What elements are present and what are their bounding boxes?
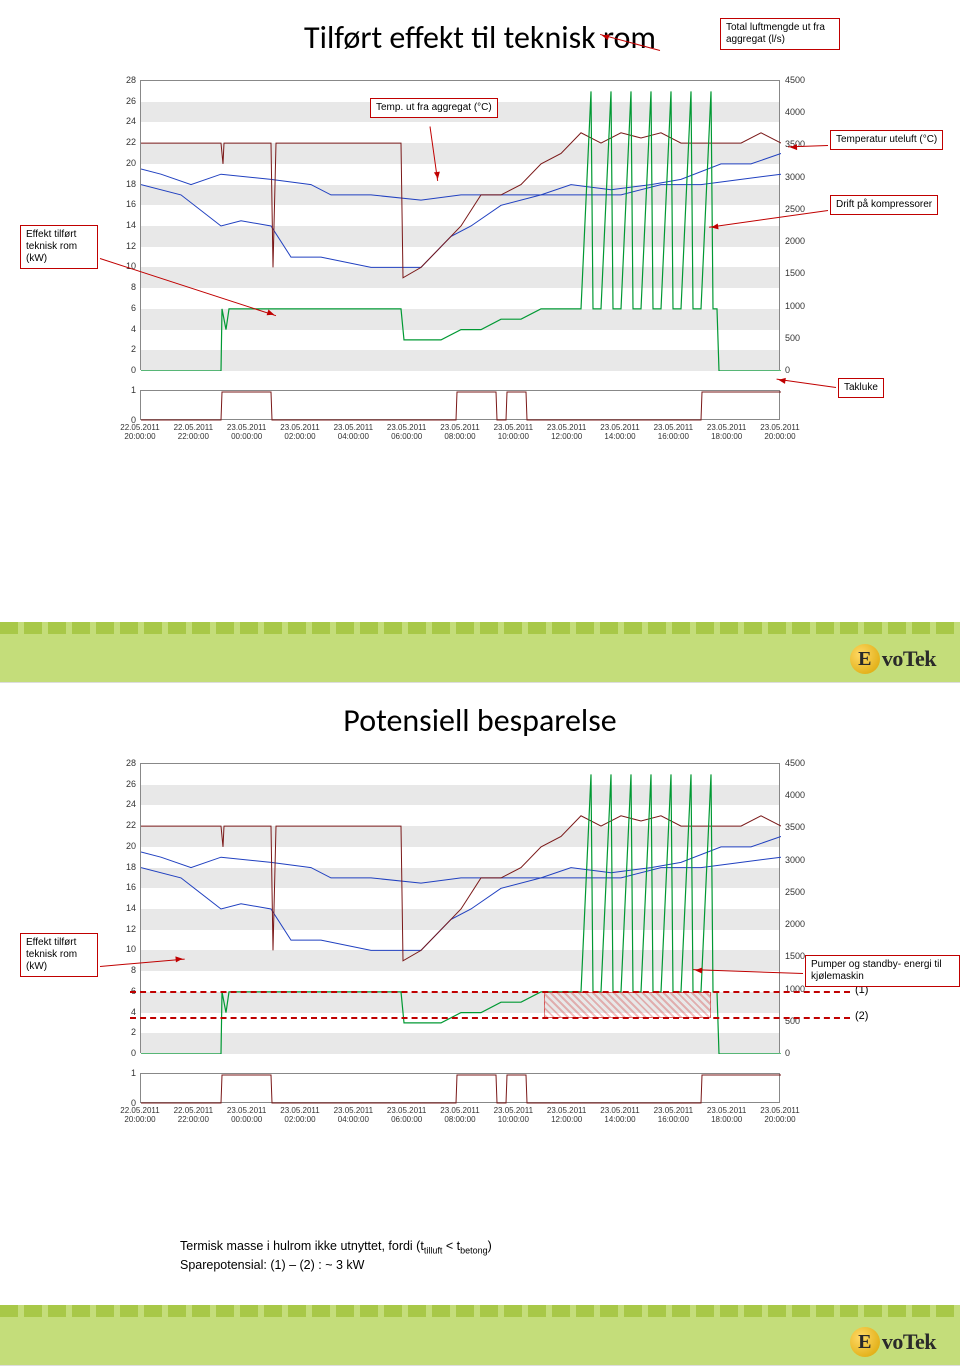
logo-1: E voTek <box>850 644 936 674</box>
ref-label-2: (2) <box>855 1010 868 1022</box>
logo-text: voTek <box>882 1329 936 1355</box>
callout-text: Total luftmengde ut fra aggregat (l/s) <box>726 22 825 45</box>
footer-fill <box>0 634 960 682</box>
sub-plot-1 <box>140 390 780 420</box>
callout-temp-uteluft: Temperatur uteluft (°C) <box>830 130 943 150</box>
callout-text: Temperatur uteluft (°C) <box>836 134 937 145</box>
logo-circle: E <box>850 1327 880 1357</box>
callout-takluke: Takluke <box>838 378 884 398</box>
logo-letter: E <box>858 1331 871 1354</box>
callout-pumper: Pumper og standby- energi til kjølemaski… <box>805 955 960 987</box>
callout-effekt-2: Effekt tilført teknisk rom (kW) <box>20 933 98 977</box>
callout-text: Drift på kompressorer <box>836 199 932 210</box>
callout-text: Effekt tilført teknisk rom (kW) <box>26 937 77 972</box>
callout-text: Temp. ut fra aggregat (°C) <box>376 102 492 113</box>
sub-plot-lines-2 <box>141 1074 781 1104</box>
chart-2: 0246810121416182022242628 05001000150020… <box>110 763 810 1143</box>
callout-text: Effekt tilført teknisk rom (kW) <box>26 229 77 264</box>
bottom-note: Termisk masse i hulrom ikke utnyttet, fo… <box>180 1238 492 1275</box>
logo-circle: E <box>850 644 880 674</box>
callout-total-luftmengde: Total luftmengde ut fra aggregat (l/s) <box>720 18 840 50</box>
sub-plot-2 <box>140 1073 780 1103</box>
sub-plot-lines-1 <box>141 391 781 421</box>
footer-2: E voTek <box>0 1305 960 1365</box>
footer-fill <box>0 1317 960 1365</box>
logo-text: voTek <box>882 646 936 672</box>
note-sub: betong <box>460 1246 488 1256</box>
main-plot-2 <box>140 763 780 1053</box>
slide2-title: Potensiell besparelse <box>0 683 960 740</box>
logo-2: E voTek <box>850 1327 936 1357</box>
note-part: Termisk masse i hulrom ikke utnyttet, fo… <box>180 1239 424 1253</box>
plot-lines-1 <box>141 81 781 371</box>
chart-1: 0246810121416182022242628 05001000150020… <box>110 80 810 460</box>
reference-line-2 <box>130 1017 850 1019</box>
slide-2: Potensiell besparelse 024681012141618202… <box>0 683 960 1366</box>
note-part: < t <box>442 1239 460 1253</box>
callout-text: Takluke <box>844 382 878 393</box>
footer-stripe <box>0 622 960 634</box>
reference-line-1 <box>130 991 850 993</box>
note-part: ) <box>488 1239 492 1253</box>
main-plot-1 <box>140 80 780 370</box>
logo-letter: E <box>858 648 871 671</box>
footer-1: E voTek <box>0 622 960 682</box>
callout-effekt-1: Effekt tilført teknisk rom (kW) <box>20 225 98 269</box>
note-line2: Sparepotensial: (1) – (2) : ~ 3 kW <box>180 1258 364 1272</box>
slide-1: Tilført effekt til teknisk rom Total luf… <box>0 0 960 683</box>
callout-drift: Drift på kompressorer <box>830 195 938 215</box>
callout-temp-aggregat: Temp. ut fra aggregat (°C) <box>370 98 498 118</box>
callout-text: Pumper og standby- energi til kjølemaski… <box>811 959 942 982</box>
note-sub: tilluft <box>424 1246 443 1256</box>
footer-stripe <box>0 1305 960 1317</box>
